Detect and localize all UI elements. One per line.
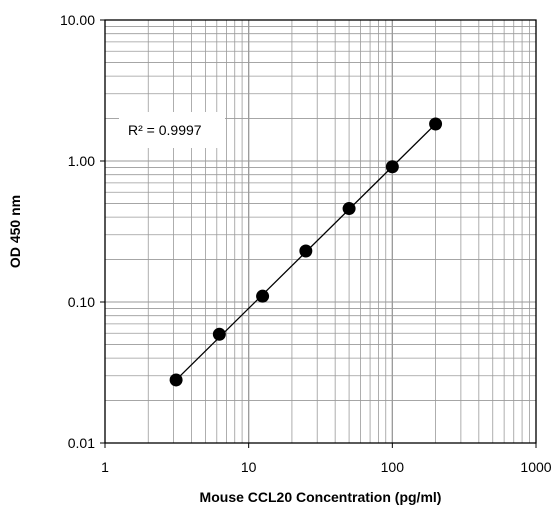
- data-point: [256, 289, 270, 303]
- r-squared-background: [119, 112, 225, 148]
- y-axis-title: OD 450 nm: [7, 195, 23, 268]
- y-tick-label: 0.10: [68, 294, 95, 310]
- data-point: [385, 160, 399, 174]
- r-squared-annotation: R² = 0.9997: [119, 112, 225, 148]
- grid-layer: [104, 19, 537, 444]
- y-tick-label: 1.00: [68, 153, 95, 169]
- data-point: [299, 244, 313, 258]
- data-point: [429, 117, 443, 131]
- x-tick-label: 1000: [520, 459, 551, 475]
- ticks-layer: 1 10 100 1000 0.01 0.10 1.00 10.00: [60, 12, 552, 475]
- data-point: [342, 202, 356, 216]
- r-squared-label: R² = 0.9997: [128, 122, 202, 138]
- y-tick-label: 10.00: [60, 12, 95, 28]
- x-tick-label: 10: [241, 459, 257, 475]
- data-points: [169, 117, 443, 387]
- x-tick-label: 100: [381, 459, 405, 475]
- y-tick-label: 0.01: [68, 435, 95, 451]
- data-point: [212, 327, 226, 341]
- plot-frame: [104, 19, 537, 444]
- data-point: [169, 373, 183, 387]
- x-tick-label: 1: [101, 459, 109, 475]
- x-axis-title: Mouse CCL20 Concentration (pg/ml): [200, 489, 442, 505]
